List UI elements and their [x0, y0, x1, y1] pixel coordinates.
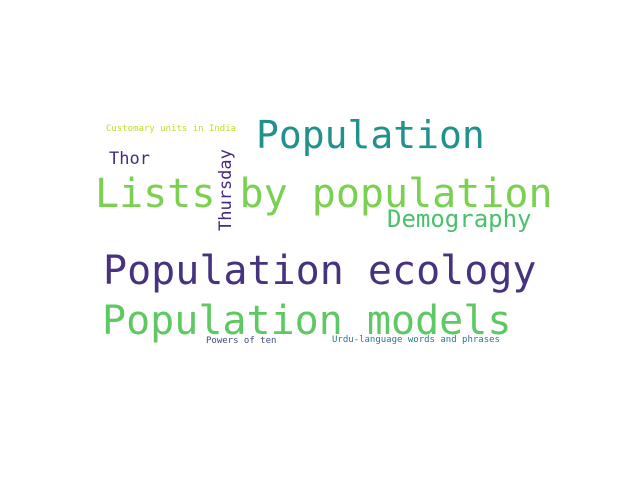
- word-customary-units-in-india: Customary units in India: [106, 124, 237, 134]
- word-urdu-language-words-and-phrases: Urdu-language words and phrases: [332, 335, 500, 345]
- word-population-ecology: Population ecology: [103, 248, 537, 294]
- word-population: Population: [256, 113, 485, 157]
- word-powers-of-ten: Powers of ten: [206, 336, 277, 346]
- word-population-models: Population models: [102, 298, 512, 344]
- word-lists-by-population: Lists by population: [95, 171, 553, 217]
- word-thor: Thor: [109, 149, 150, 169]
- word-demography: Demography: [387, 205, 532, 233]
